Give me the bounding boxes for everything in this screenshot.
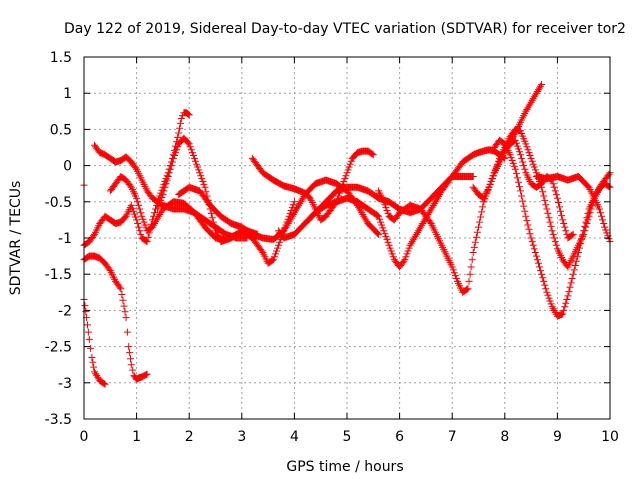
x-tick-label: 7 (448, 429, 457, 445)
x-tick-label: 9 (553, 429, 562, 445)
x-tick-label: 2 (185, 429, 194, 445)
y-tick-label: 1 (63, 86, 72, 102)
x-tick-label: 10 (601, 429, 619, 445)
y-tick-label: -0.5 (45, 195, 72, 211)
x-axis-label: GPS time / hours (286, 459, 403, 475)
axis-tick-labels: 0 1 2 3 4 5 6 7 8 9 10 -3.5 -3 -2.5 -2 -1.5 -1 -0.5 0 0.5 1 1… (45, 50, 619, 445)
x-tick-label: 6 (395, 429, 404, 445)
series-s16 (532, 173, 614, 246)
y-tick-label: -1 (58, 231, 72, 247)
x-tick-label: 4 (290, 429, 299, 445)
data-series (80, 81, 614, 388)
y-axis-label: SDTVAR / TECUs (8, 181, 24, 296)
chart-title: Day 122 of 2019, Sidereal Day-to-day VTE… (64, 21, 626, 37)
y-tick-label: -3.5 (45, 412, 72, 428)
y-tick-label: -2 (58, 303, 72, 319)
axis-ticks (83, 56, 611, 420)
y-tick-label: 0.5 (50, 122, 72, 138)
y-tick-label: 1.5 (50, 50, 72, 66)
y-tick-label: 0 (63, 159, 72, 175)
series-s7 (154, 134, 298, 267)
x-tick-label: 3 (237, 429, 246, 445)
x-tick-label: 0 (80, 429, 89, 445)
x-tick-label: 8 (500, 429, 509, 445)
x-tick-label: 5 (343, 429, 352, 445)
x-tick-label: 1 (132, 429, 141, 445)
y-tick-label: -3 (58, 376, 72, 392)
series-s15 (490, 136, 614, 320)
y-tick-label: -1.5 (45, 267, 72, 283)
y-tick-label: -2.5 (45, 340, 72, 356)
